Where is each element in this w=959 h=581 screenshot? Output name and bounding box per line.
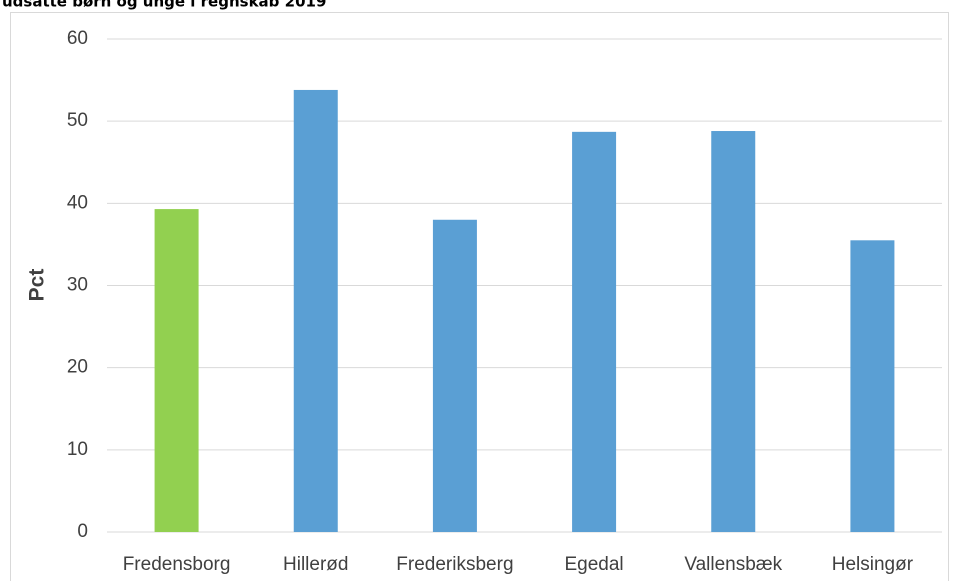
y-tick-label: 0 — [77, 521, 88, 542]
x-tick-label: Vallensbæk — [684, 554, 782, 575]
chart-title: udsatte børn og unge i regnskab 2019 — [2, 0, 326, 11]
x-tick-label: Egedal — [564, 554, 623, 575]
chart-frame — [10, 12, 949, 581]
x-tick-label: Hillerød — [283, 554, 348, 575]
bar — [711, 131, 756, 532]
bar — [293, 89, 338, 533]
x-tick-label: Frederiksberg — [396, 554, 513, 575]
y-tick-label: 20 — [67, 357, 88, 378]
y-tick-label: 30 — [67, 275, 88, 296]
bar — [850, 240, 895, 532]
y-tick-label: 50 — [67, 110, 88, 131]
y-tick-label: 60 — [67, 28, 88, 49]
bar — [154, 209, 199, 532]
bar — [572, 131, 617, 532]
y-axis-label: Pct — [26, 269, 49, 302]
bar — [432, 219, 477, 532]
y-tick-label: 10 — [67, 439, 88, 460]
x-tick-label: Fredensborg — [123, 554, 231, 575]
y-tick-label: 40 — [67, 192, 88, 213]
x-tick-label: Helsingør — [832, 554, 914, 575]
